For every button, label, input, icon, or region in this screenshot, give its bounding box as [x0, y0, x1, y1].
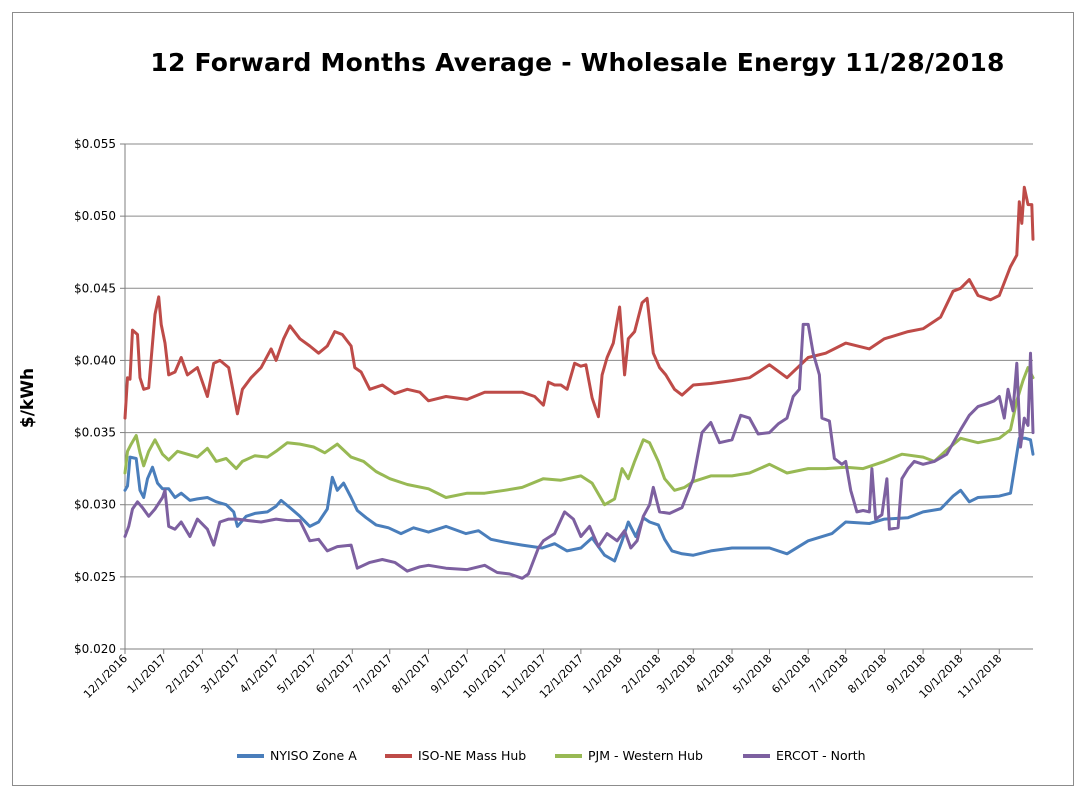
x-tick-label: 12/1/2016 [81, 652, 130, 701]
legend-swatch [237, 753, 264, 758]
x-tick-label: 1/1/2018 [581, 652, 625, 696]
x-tick-label: 7/1/2017 [351, 652, 395, 696]
chart-frame [12, 12, 1074, 786]
x-tick-label: 6/1/2018 [769, 652, 813, 696]
legend-swatch [743, 753, 770, 758]
x-tick-label: 8/1/2017 [389, 652, 433, 696]
y-tick-label: $0.055 [74, 137, 116, 151]
chart-title: 12 Forward Months Average - Wholesale En… [150, 48, 1005, 77]
x-tick-label: 4/1/2018 [693, 652, 737, 696]
legend-item: ISO-NE Mass Hub [385, 748, 526, 763]
series-line-nyiso-zone-a [123, 436, 1035, 563]
chart-legend: NYISO Zone A ISO-NE Mass Hub PJM - Western… [0, 748, 1088, 768]
x-tick-label: 5/1/2017 [275, 652, 319, 696]
legend-label: NYISO Zone A [270, 748, 357, 763]
x-tick-label: 4/1/2017 [237, 652, 281, 696]
y-tick-label: $0.045 [74, 281, 116, 295]
y-tick-label: $0.035 [74, 426, 116, 440]
y-tick-label: $0.020 [74, 642, 116, 656]
x-tick-label: 3/1/2017 [198, 652, 242, 696]
x-tick-label: 7/1/2018 [807, 652, 851, 696]
y-tick-label: $0.030 [74, 498, 116, 512]
y-tick-label: $0.040 [74, 353, 116, 367]
series-line-iso-ne-mass-hub [123, 185, 1035, 420]
y-tick-label: $0.050 [74, 209, 116, 223]
legend-item: NYISO Zone A [237, 748, 357, 763]
x-tick-label: 1/1/2017 [125, 652, 169, 696]
legend-swatch [555, 753, 582, 758]
legend-item: ERCOT - North [743, 748, 866, 763]
y-tick-label: $0.025 [74, 570, 116, 584]
legend-label: PJM - Western Hub [588, 748, 703, 763]
x-tick-label: 3/1/2018 [654, 652, 698, 696]
legend-item: PJM - Western Hub [555, 748, 703, 763]
legend-label: ERCOT - North [776, 748, 866, 763]
x-tick-label: 5/1/2018 [730, 652, 774, 696]
series-line-pjm-western-hub [123, 366, 1035, 507]
legend-label: ISO-NE Mass Hub [418, 748, 527, 763]
x-tick-label: 6/1/2017 [313, 652, 357, 696]
legend-swatch [385, 753, 412, 758]
x-tick-label: 8/1/2018 [845, 652, 889, 696]
series-line-ercot-north [123, 322, 1035, 580]
